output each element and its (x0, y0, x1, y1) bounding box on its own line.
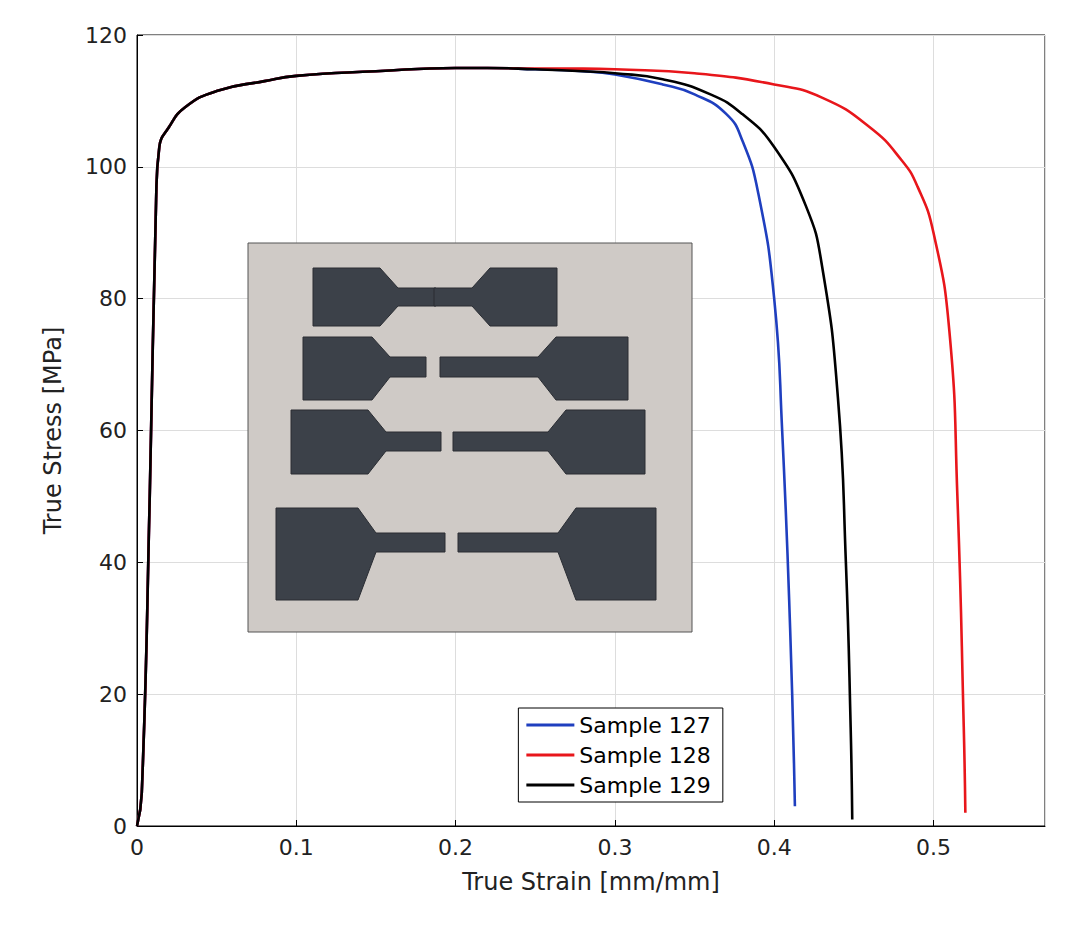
svg-text:0.5: 0.5 (916, 835, 951, 860)
svg-text:True Strain [mm/mm]: True Strain [mm/mm] (461, 868, 720, 896)
svg-text:Sample 127: Sample 127 (579, 713, 710, 738)
svg-text:0.3: 0.3 (597, 835, 632, 860)
svg-text:0: 0 (130, 835, 144, 860)
svg-text:True Stress [MPa]: True Stress [MPa] (39, 327, 67, 536)
svg-text:0: 0 (113, 814, 127, 839)
svg-text:60: 60 (99, 418, 127, 443)
svg-text:40: 40 (99, 550, 127, 575)
svg-text:20: 20 (99, 682, 127, 707)
svg-text:Sample 128: Sample 128 (579, 743, 710, 768)
svg-text:0.2: 0.2 (438, 835, 473, 860)
svg-text:Sample 129: Sample 129 (579, 773, 710, 798)
svg-text:0.4: 0.4 (757, 835, 792, 860)
svg-text:100: 100 (85, 154, 127, 179)
svg-text:80: 80 (99, 286, 127, 311)
svg-text:0.1: 0.1 (279, 835, 314, 860)
svg-text:120: 120 (85, 23, 127, 48)
